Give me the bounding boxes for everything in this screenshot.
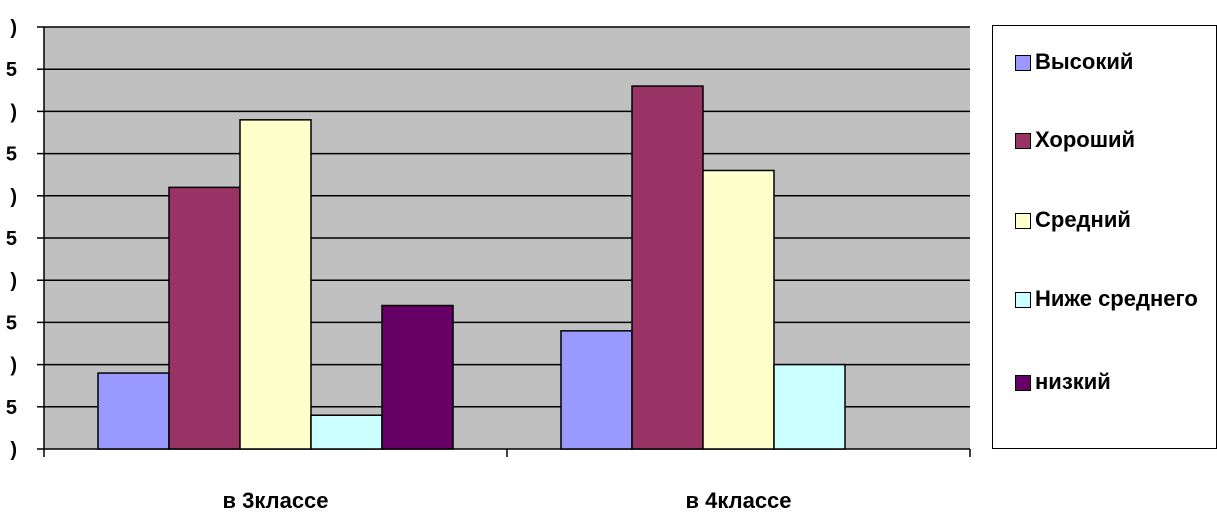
bar-chart: ) 5) 5) 5) 5) 5) в 3классе в 4классе [6,17,971,513]
bar-5-1 [381,304,454,450]
legend-swatch [1015,375,1031,391]
y-tick-label: 5 [6,312,17,334]
legend-item: Ниже среднего [1015,286,1205,314]
legend-label: низкий [1035,369,1111,394]
legend-swatch [1015,133,1031,149]
y-tick-label: ) [10,186,17,208]
legend-swatch [1015,213,1031,229]
bar-2-2 [631,85,704,450]
bar-1-1 [97,372,170,450]
bar-1-2 [560,330,633,450]
y-tick-label: ) [10,355,17,377]
y-tick-label: 5 [6,228,17,250]
legend-label: Высокий [1035,49,1134,74]
y-tick-label: ) [10,101,17,123]
bar-3-1 [239,119,312,450]
bar-2-1 [168,186,241,450]
legend-item: низкий [1015,369,1205,397]
chart-legend: Высокий Хороший Средний Ниже среднего низкий [992,25,1217,449]
legend-label: Средний [1035,207,1131,232]
legend-item: Средний [1015,207,1205,235]
bar-3-2 [702,169,775,450]
y-tick-label: 5 [6,144,17,166]
category-label: в 3классе [222,488,328,513]
y-tick-label: 5 [6,397,17,419]
legend-swatch [1015,55,1031,71]
bar-4-2 [773,363,846,450]
y-tick-label: ) [10,439,17,461]
category-label: в 4классе [685,488,791,513]
legend-label: Хороший [1035,127,1136,152]
legend-label: Ниже среднего [1035,286,1198,311]
legend-item: Высокий [1015,49,1205,77]
bar-4-1 [310,414,383,450]
y-tick-label: ) [10,17,17,39]
legend-swatch [1015,292,1031,308]
legend-item: Хороший [1015,127,1205,155]
y-tick-label: ) [10,270,17,292]
y-tick-label: 5 [6,59,17,81]
